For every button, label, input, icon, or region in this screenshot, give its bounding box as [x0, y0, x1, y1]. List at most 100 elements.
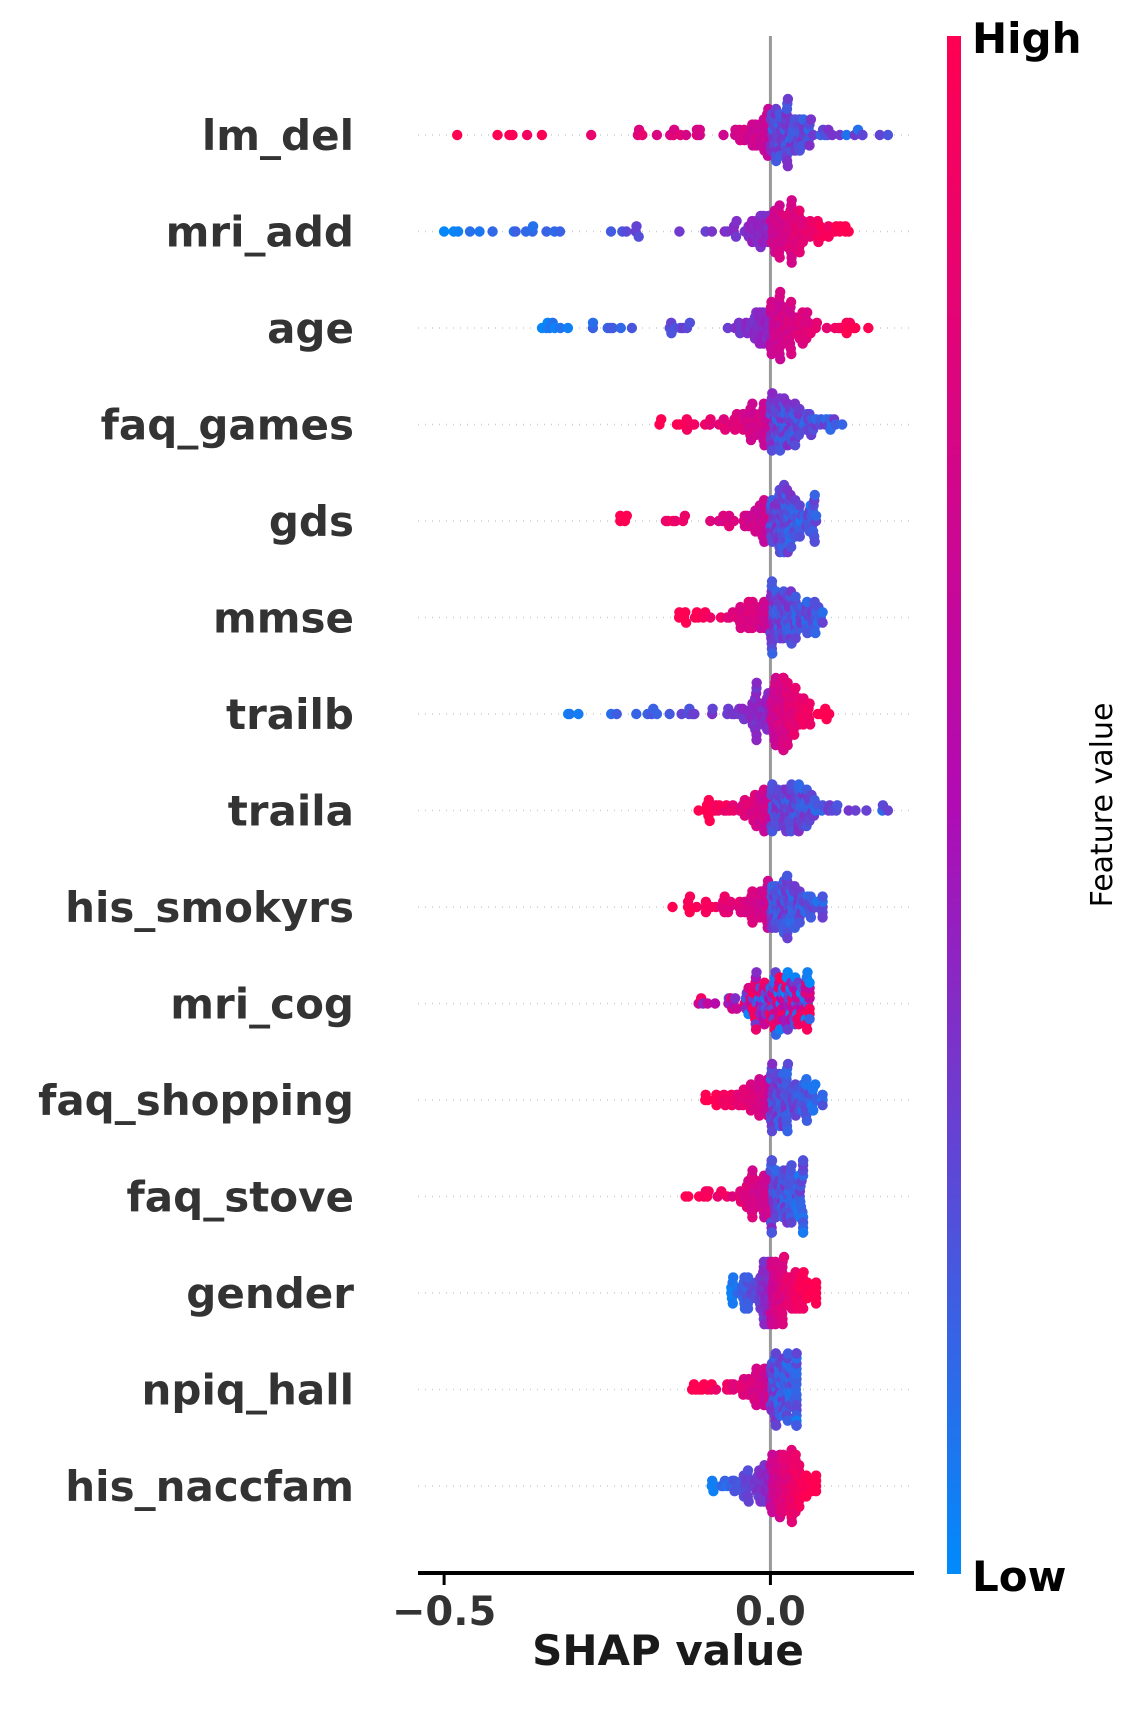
shap-point	[693, 805, 704, 816]
shap-point	[611, 708, 622, 720]
shap-point	[703, 794, 714, 806]
shap-point	[694, 124, 705, 135]
shap-point	[731, 1003, 742, 1014]
shap-point	[452, 226, 464, 237]
shap-point	[747, 398, 758, 409]
shap-point	[801, 1074, 812, 1085]
shap-point	[782, 93, 794, 105]
feature-label: lm_del	[202, 111, 354, 160]
shap-point	[882, 129, 894, 141]
shap-point	[492, 129, 503, 141]
shap-point	[802, 967, 813, 978]
shap-point	[794, 500, 805, 511]
shap-point	[766, 445, 778, 456]
shap-point	[810, 1470, 822, 1481]
feature-label: npiq_hall	[142, 1366, 354, 1415]
x-tick-label: 0.0	[735, 1589, 806, 1635]
shap-point	[794, 247, 805, 258]
shap-point	[637, 129, 648, 141]
shap-point	[704, 815, 715, 827]
shap-point	[789, 729, 800, 740]
shap-point	[718, 129, 729, 141]
shap-point	[631, 221, 642, 232]
shap-point	[729, 1486, 740, 1497]
shap-point	[803, 317, 814, 328]
shap-point	[811, 317, 823, 328]
shap-point	[573, 708, 584, 720]
shap-point	[782, 1024, 793, 1035]
shap-point	[774, 252, 785, 263]
shap-point	[656, 414, 667, 425]
shap-point	[808, 129, 819, 141]
shap-point	[786, 257, 797, 268]
shap-point	[850, 322, 861, 334]
shap-point	[452, 129, 463, 141]
shap-point	[541, 226, 552, 237]
shap-point	[767, 388, 778, 399]
shap-point	[785, 296, 797, 308]
shap-point	[633, 231, 644, 242]
shap-point	[536, 129, 548, 141]
shap-point	[809, 536, 820, 547]
shap-point	[790, 591, 801, 602]
shap-point	[810, 1298, 822, 1309]
shap-point	[821, 322, 832, 334]
shap-point	[782, 740, 793, 751]
shap-point	[775, 286, 786, 298]
shap-point	[586, 129, 597, 141]
shap-point	[797, 1155, 809, 1166]
shap-point	[798, 1303, 809, 1314]
shap-point	[775, 354, 786, 365]
shap-point	[771, 1420, 782, 1431]
shap-point	[809, 489, 820, 501]
shap-point	[742, 1303, 754, 1314]
shap-point	[767, 648, 778, 659]
shap-point	[706, 226, 718, 237]
shap-point	[874, 129, 885, 141]
shap-point	[782, 1348, 794, 1359]
shap-point	[725, 896, 736, 907]
shap-point	[766, 1227, 777, 1238]
shap-point	[705, 612, 716, 623]
shap-point	[735, 622, 746, 634]
shap-point	[510, 226, 521, 237]
shap-point	[801, 1115, 813, 1127]
shap-point	[790, 682, 801, 694]
shap-point	[790, 633, 801, 644]
shap-point	[805, 719, 816, 730]
shap-point	[705, 414, 716, 425]
shap-point	[747, 1165, 758, 1176]
shap-point	[794, 205, 805, 216]
shap-point	[742, 1272, 754, 1283]
shap-point	[680, 617, 692, 628]
shap-point	[804, 698, 815, 709]
shap-point	[832, 800, 843, 811]
shap-point	[843, 226, 854, 237]
shap-point	[651, 129, 663, 141]
shap-point	[674, 419, 685, 430]
shap-point	[607, 322, 618, 334]
shap-point	[730, 231, 742, 242]
shap-point	[794, 917, 805, 928]
shap-point	[555, 322, 566, 334]
shap-point	[474, 226, 485, 237]
shap-point	[804, 977, 815, 988]
shap-point	[786, 348, 797, 360]
shap-point	[507, 129, 518, 141]
shap-point	[766, 1155, 778, 1166]
colorbar-high-label: High	[972, 14, 1082, 63]
shap-point	[786, 1516, 798, 1528]
shap-point	[782, 870, 793, 881]
shap-point	[790, 1449, 801, 1461]
shap-point	[709, 998, 721, 1009]
shap-point	[801, 1024, 813, 1035]
shap-point	[667, 901, 678, 913]
shap-point	[562, 322, 574, 334]
x-tick-label: −0.5	[392, 1589, 496, 1635]
shap-point	[702, 998, 713, 1009]
shap-point	[797, 1227, 809, 1238]
shap-point	[745, 1079, 757, 1090]
shap-point	[782, 677, 793, 688]
shap-point	[747, 596, 758, 608]
